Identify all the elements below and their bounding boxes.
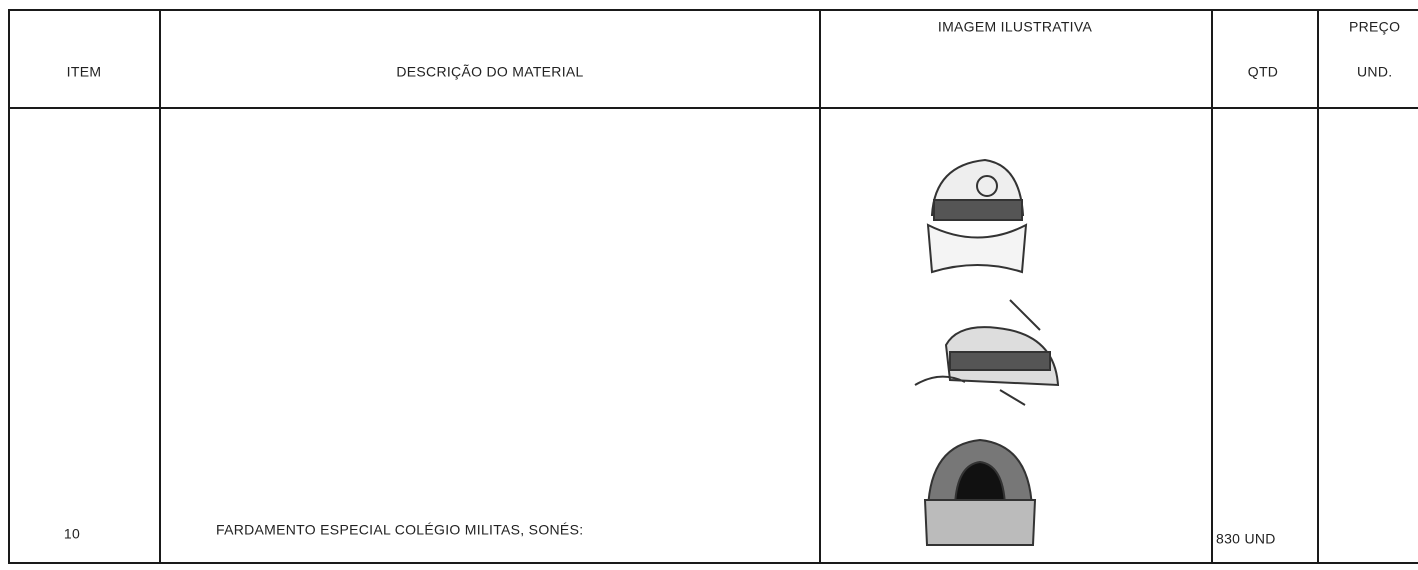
header-price-unit: UND. (1357, 64, 1392, 80)
cap-images (914, 158, 1060, 546)
header-image: IMAGEM ILUSTRATIVA (938, 19, 1093, 35)
cell-item: 10 (64, 526, 80, 542)
cell-description: FARDAMENTO ESPECIAL COLÉGIO MILITAS, SON… (216, 522, 583, 538)
table-grid (8, 9, 1418, 564)
cap-back (923, 438, 1037, 546)
header-qty: QTD (1248, 64, 1278, 80)
header-item: ITEM (67, 64, 102, 80)
cap-side (914, 299, 1060, 406)
header-price: PREÇO (1349, 19, 1400, 35)
cell-qty: 830 UND (1216, 531, 1276, 547)
cap-front (926, 158, 1028, 274)
header-description: DESCRIÇÃO DO MATERIAL (396, 64, 583, 80)
